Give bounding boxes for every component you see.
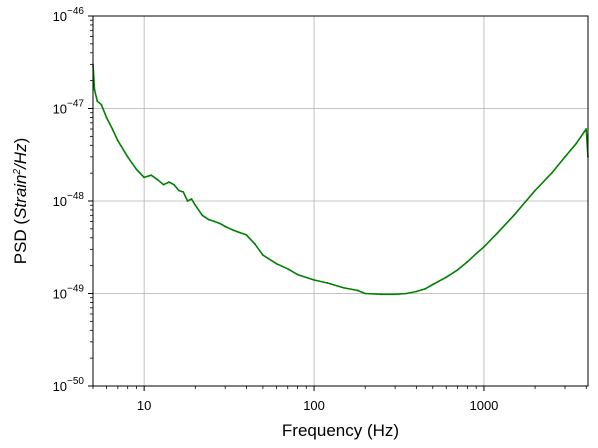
psd-data-point (224, 225, 227, 228)
psd-data-point (326, 282, 329, 284)
psd-data-point (150, 174, 153, 177)
psd-data-point (182, 191, 185, 193)
psd-data-point (513, 214, 515, 217)
psd-data-point (168, 181, 170, 184)
psd-data-point (364, 292, 367, 295)
x-tick-labels: 10 100 1000 (137, 398, 499, 413)
psd-data-point (475, 252, 478, 255)
psd-data-point (275, 262, 278, 265)
psd-data-point (405, 292, 408, 295)
psd-data-point (194, 204, 197, 207)
psd-data-point (550, 172, 553, 175)
psd-data-point (126, 156, 129, 158)
psd-data-point (245, 234, 248, 236)
y-axis-label: PSD (Strain2/Hz) (11, 138, 30, 265)
y-tick-label: 10−48 (53, 191, 85, 209)
series-group (92, 63, 589, 296)
psd-data-point (313, 279, 315, 281)
psd-data-point (415, 290, 418, 293)
psd-data-point (162, 183, 165, 186)
psd-data-point (380, 293, 383, 296)
y-tick-label: 10−49 (53, 284, 85, 302)
psd-data-point (143, 176, 146, 179)
x-tick-label: 100 (303, 398, 325, 413)
psd-data-point (534, 189, 536, 192)
psd-data-point (190, 198, 193, 200)
y-axis-label-exponent: 2 (12, 168, 23, 175)
y-tick-label: 10−50 (53, 376, 85, 394)
psd-data-point (237, 231, 240, 234)
psd-data-point (424, 288, 426, 290)
y-axis-label-suffix: ) (11, 138, 30, 144)
y-tick-label: 10−47 (53, 99, 85, 117)
y-axis-label-prefix: PSD ( (11, 219, 30, 265)
psd-data-point (343, 287, 345, 289)
plot-frame (92, 15, 589, 387)
psd-data-point (231, 228, 234, 231)
psd-data-point (96, 100, 99, 103)
psd-data-point (186, 200, 189, 202)
psd-data-point (156, 178, 159, 181)
psd-data-point (356, 289, 359, 292)
psd-data-point (207, 218, 210, 221)
psd-data-point (111, 128, 114, 130)
psd-data-point (262, 254, 264, 256)
psd-data-point (116, 139, 119, 142)
psd-data-point (456, 269, 459, 271)
psd-data-point (466, 260, 469, 263)
psd-data-point (105, 116, 108, 119)
psd-data-point (431, 283, 434, 286)
psd-data-point (100, 103, 103, 106)
psd-data-point (483, 245, 485, 248)
major-ticks (88, 15, 485, 391)
psd-data-point (254, 243, 256, 246)
x-tick-label: 10 (137, 398, 151, 413)
psd-data-point (286, 267, 289, 270)
y-axis-label-strain: Strain (11, 174, 30, 218)
y-tick-label: 10−46 (53, 6, 85, 24)
psd-data-point (135, 168, 138, 171)
psd-data-point (219, 222, 222, 225)
psd-data-point (585, 128, 588, 130)
y-tick-labels: 10−50 10−49 10−48 10−47 10−46 (53, 6, 85, 394)
psd-data-point (445, 276, 448, 279)
psd-data-point (296, 273, 299, 276)
x-tick-label: 1000 (469, 398, 498, 413)
psd-data-point (213, 220, 216, 223)
psd-data-point (173, 183, 176, 186)
psd-data-point (177, 189, 180, 192)
y-axis-label-unit: /Hz (11, 143, 30, 170)
psd-data-point (575, 142, 578, 145)
psd-data-point (564, 156, 566, 158)
psd-data-point (201, 214, 204, 217)
psd-data-point (394, 293, 396, 296)
x-axis-label: Frequency (Hz) (282, 421, 399, 440)
psd-data-point (93, 88, 96, 91)
psd-data-point (496, 232, 499, 235)
